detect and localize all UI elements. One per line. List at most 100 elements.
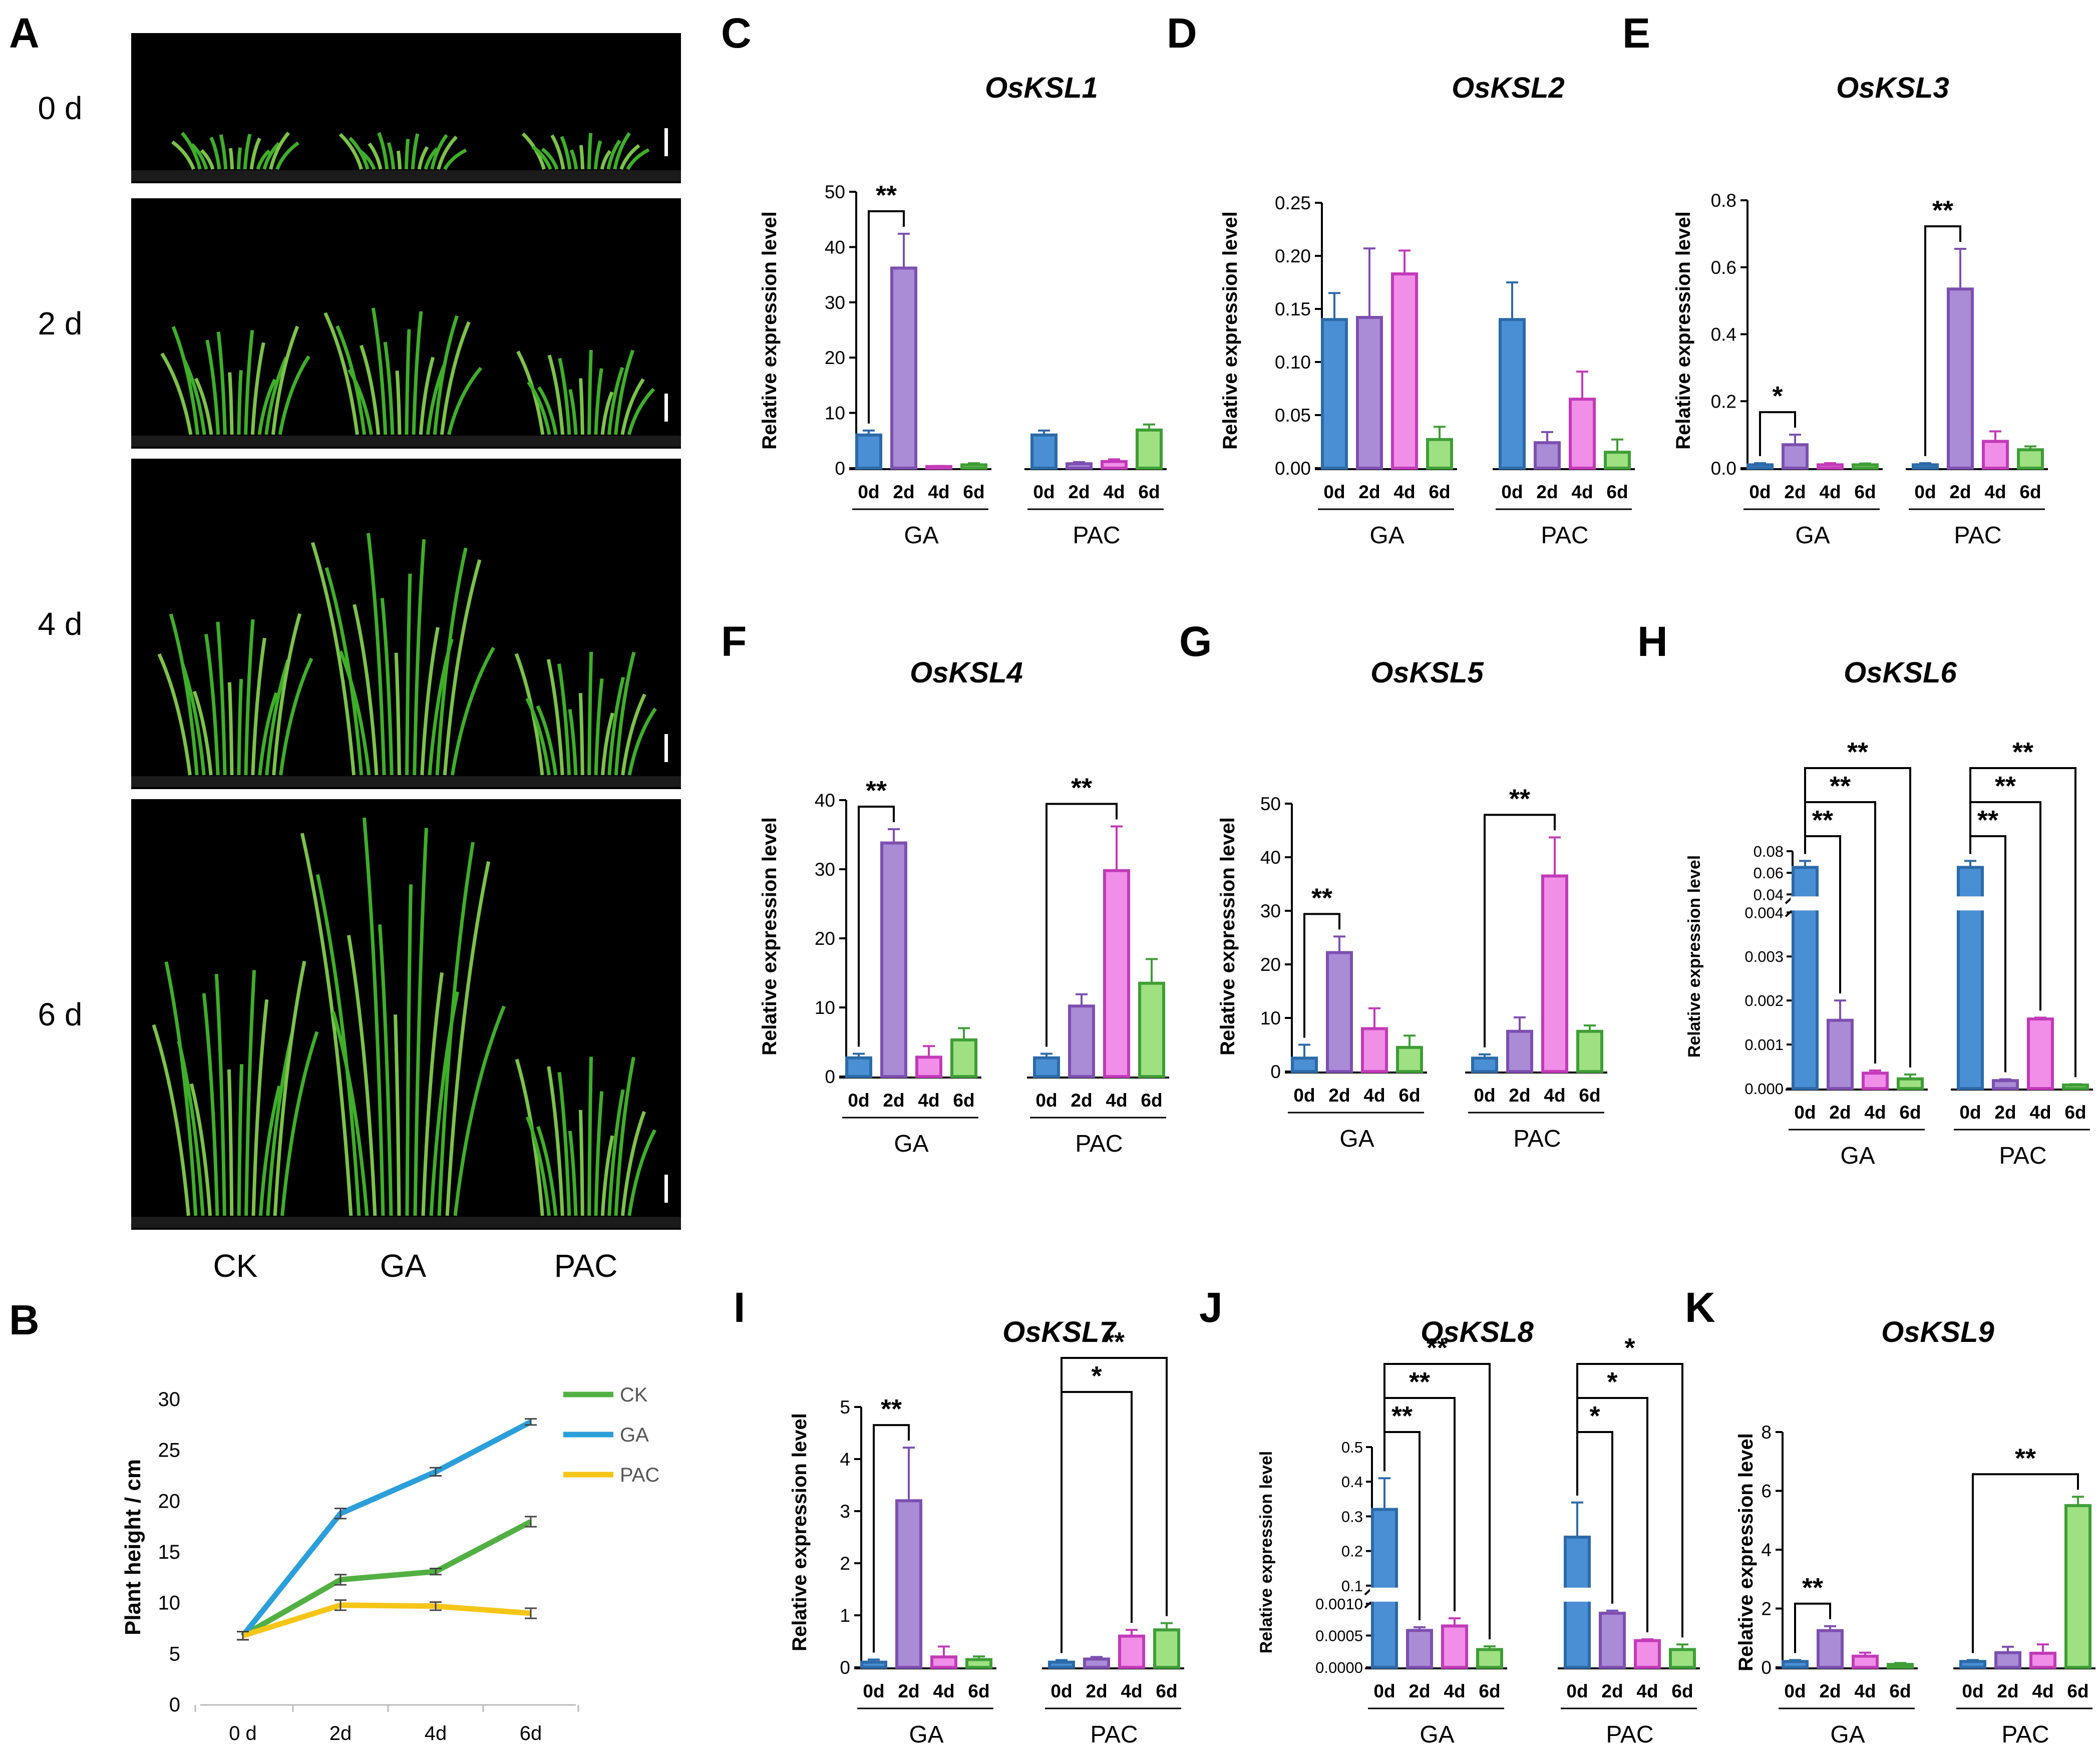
x-tick-label: 2d (329, 1722, 352, 1744)
x-tick-label: 0d (848, 1090, 869, 1111)
bar-ga-0d (860, 1660, 887, 1669)
panel-label-e: E (1622, 10, 1650, 57)
rice-leaf (453, 1005, 506, 1216)
rice-leaf (250, 342, 265, 435)
rice-leaf (219, 134, 228, 170)
x-tick-label: 2d (1086, 1681, 1107, 1701)
plant-clump (338, 132, 467, 170)
group-label: GA (1795, 522, 1830, 549)
rice-leaf (367, 533, 386, 776)
bar-ga-6d (960, 463, 987, 470)
y-tick-label: 0.06 (1754, 864, 1784, 882)
rice-leaf (600, 150, 612, 170)
x-tick-label: 0d (1749, 482, 1771, 502)
panel-label-d: D (1167, 10, 1197, 57)
y-tick-label: 4 (1761, 1540, 1772, 1560)
y-tick-label: 0.04 (1754, 886, 1784, 903)
rice-leaf (338, 133, 363, 170)
y-tick-label: 0.0000 (1315, 1659, 1363, 1676)
y-tick-label: 0.25 (1275, 193, 1311, 213)
bar-ga-0d (1746, 463, 1774, 470)
rice-leaf (383, 341, 395, 435)
rice-leaf (353, 604, 379, 776)
bar-ga-2d (1356, 315, 1383, 470)
y-tick-label: 20 (1260, 954, 1281, 975)
group-label: PAC (1954, 522, 2001, 549)
y-tick-label: 25 (158, 1440, 181, 1462)
bar-pac-0d (1471, 1057, 1498, 1073)
y-tick-label: 0.2 (1711, 391, 1736, 412)
plant-clump (160, 325, 310, 435)
x-tick-label: 6d (1141, 1090, 1162, 1111)
y-tick-label: 2 (840, 1553, 850, 1574)
bar-pac-4d (2027, 1017, 2054, 1090)
rice-leaf (620, 378, 645, 435)
panel-label-a: A (9, 10, 40, 57)
rice-leaf (558, 358, 571, 435)
chart-title: OsKSL3 (1836, 72, 1949, 104)
rice-leaf (560, 136, 572, 170)
rice-leaf (209, 136, 221, 170)
rice-leaf (621, 693, 646, 776)
x-tick-label: 0 d (229, 1722, 257, 1744)
significance-bracket (858, 805, 895, 1047)
rice-leaf (237, 678, 243, 776)
x-tick-label: 4d (1393, 482, 1415, 502)
bar-ga-4d (1391, 272, 1418, 470)
rice-leaf (594, 1091, 604, 1216)
rice-leaf (244, 970, 256, 1216)
rice-leaf (600, 1135, 614, 1216)
scale-bar (664, 734, 668, 762)
x-tick-label: 6d (953, 1090, 974, 1111)
rice-leaf (404, 139, 410, 170)
y-tick-label: 0.001 (1744, 1036, 1784, 1053)
bar-pac-0d (1912, 463, 1939, 470)
significance-label: ** (876, 180, 897, 210)
rice-leaf (394, 652, 401, 776)
x-tick-label: 4d (1984, 482, 2006, 502)
plant-clump (521, 132, 650, 170)
rice-leaf (180, 132, 202, 170)
group-label: GA (909, 1721, 943, 1748)
significance-label: ** (1932, 195, 1953, 225)
rice-leaf (421, 972, 444, 1216)
plant-clump (516, 349, 655, 435)
significance-label: ** (1995, 771, 2016, 801)
panel-label-i: I (734, 1284, 745, 1331)
significance-label: ** (1311, 883, 1332, 913)
x-tick-label: 0d (1962, 1681, 1983, 1701)
rice-leaf (205, 339, 220, 435)
chart-title: OsKSL6 (1844, 656, 1957, 689)
rice-leaf (262, 142, 280, 170)
panel-d-chart: D OsKSL2 Relative expression level 0.00 0.05… (1167, 10, 1635, 549)
y-tick-label: 0.20 (1275, 246, 1311, 266)
rice-leaf (606, 139, 621, 170)
rice-leaf (380, 598, 394, 776)
group-label: PAC (1073, 522, 1120, 549)
series-line-ga (240, 1419, 532, 1638)
rice-leaf (445, 861, 491, 1216)
scale-bar (664, 394, 668, 422)
x-tick-label: 2d (1784, 482, 1806, 502)
rice-leaf (525, 697, 551, 776)
bar-pac-2d (1992, 1079, 2019, 1091)
x-tick-label: 4d (1121, 1681, 1142, 1701)
y-tick-label: 40 (815, 790, 835, 811)
bar-pac-4d (1634, 1639, 1661, 1669)
x-tick-label: 4d (2029, 1102, 2051, 1123)
rice-leaf (190, 143, 208, 170)
rice-leaf (527, 381, 551, 435)
rice-leaf (275, 141, 299, 170)
chart-title: OsKSL4 (910, 656, 1023, 689)
rice-leaf (310, 542, 356, 776)
y-tick-label: 15 (158, 1541, 181, 1563)
x-tick-label: 2d (1358, 482, 1380, 502)
x-tick-label: 6d (1579, 1085, 1600, 1106)
significance-bracket (1383, 1363, 1491, 1640)
rice-leaf (160, 353, 193, 435)
x-tick-label: 0d (1474, 1085, 1495, 1106)
bar-pac-4d (1982, 440, 2009, 470)
y-tick-label: 0.2 (1341, 1543, 1363, 1560)
rice-leaf (264, 357, 288, 435)
